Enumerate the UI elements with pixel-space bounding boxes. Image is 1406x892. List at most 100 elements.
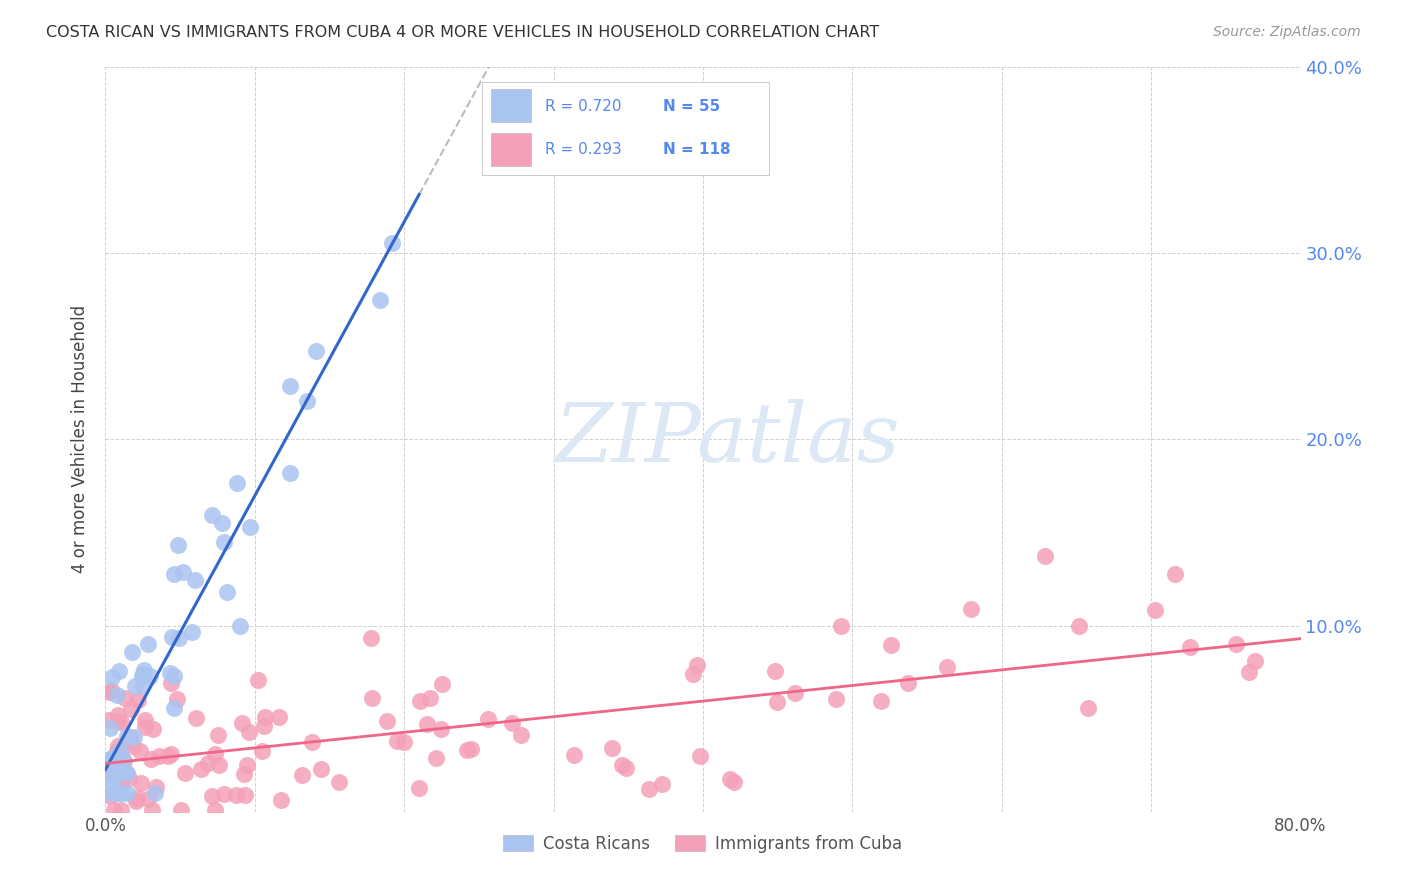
Point xyxy=(375,714,398,728)
Point xyxy=(270,792,292,806)
Point xyxy=(1067,619,1090,633)
Point xyxy=(98,721,121,735)
Point xyxy=(98,685,121,699)
Point xyxy=(1178,640,1201,654)
Point xyxy=(305,343,328,358)
Point xyxy=(825,692,848,706)
Point xyxy=(105,760,128,774)
Point xyxy=(211,516,233,530)
Point xyxy=(136,637,159,651)
Point xyxy=(238,724,260,739)
Point xyxy=(247,673,270,687)
Point xyxy=(419,691,441,706)
Point xyxy=(408,780,430,795)
Point xyxy=(897,676,920,690)
Point xyxy=(1144,603,1167,617)
Point xyxy=(108,753,131,767)
Point xyxy=(184,573,207,587)
Point xyxy=(301,735,323,749)
Point xyxy=(181,625,204,640)
Point xyxy=(1164,567,1187,582)
Point xyxy=(122,730,145,744)
Point xyxy=(430,677,453,691)
Point xyxy=(145,780,167,794)
Point xyxy=(115,786,138,800)
Point xyxy=(122,739,145,753)
Point xyxy=(124,680,146,694)
Point xyxy=(118,771,141,785)
Point xyxy=(143,786,166,800)
Point xyxy=(226,476,249,491)
Point xyxy=(880,638,903,652)
Point xyxy=(229,618,252,632)
Point xyxy=(250,744,273,758)
Point xyxy=(360,631,382,645)
Point xyxy=(936,660,959,674)
Point xyxy=(112,752,135,766)
Point xyxy=(682,667,704,681)
Point xyxy=(107,739,129,753)
Point xyxy=(96,754,118,768)
Point xyxy=(167,538,190,552)
Point xyxy=(328,774,350,789)
Point xyxy=(610,758,633,772)
Point xyxy=(114,691,136,706)
Point xyxy=(107,708,129,723)
Point xyxy=(107,744,129,758)
Point xyxy=(1077,701,1099,715)
Text: Source: ZipAtlas.com: Source: ZipAtlas.com xyxy=(1213,25,1361,39)
Point xyxy=(139,669,162,683)
Point xyxy=(291,768,314,782)
Point xyxy=(96,786,118,800)
Point xyxy=(115,766,138,780)
Point xyxy=(167,631,190,645)
Point xyxy=(614,761,637,775)
Point xyxy=(134,720,156,734)
Point xyxy=(309,762,332,776)
Point xyxy=(131,666,153,681)
Point xyxy=(394,735,416,749)
Point xyxy=(110,803,132,817)
Point xyxy=(197,756,219,771)
Point xyxy=(139,752,162,766)
Point xyxy=(134,663,156,677)
Point xyxy=(425,751,447,765)
Point xyxy=(1225,638,1247,652)
Point xyxy=(184,711,207,725)
Point xyxy=(208,758,231,772)
Point xyxy=(138,791,160,805)
Point xyxy=(870,694,893,708)
Point xyxy=(720,772,742,786)
Point xyxy=(456,743,478,757)
Point xyxy=(600,740,623,755)
Point xyxy=(1243,654,1265,668)
Point xyxy=(141,803,163,817)
Point xyxy=(278,379,301,393)
Point xyxy=(651,777,673,791)
Point xyxy=(201,789,224,803)
Point xyxy=(235,758,257,772)
Point xyxy=(160,747,183,761)
Point xyxy=(783,685,806,699)
Point xyxy=(830,618,852,632)
Point xyxy=(120,730,142,744)
Point xyxy=(239,519,262,533)
Point xyxy=(129,744,152,758)
Point xyxy=(110,780,132,794)
Point xyxy=(159,666,181,681)
Point xyxy=(103,803,125,817)
Point xyxy=(409,694,432,708)
Text: ZIPatlas: ZIPatlas xyxy=(554,400,900,479)
Point xyxy=(101,765,124,780)
Point xyxy=(108,786,131,800)
Point xyxy=(562,747,585,762)
Point xyxy=(415,716,437,731)
Point xyxy=(103,776,125,790)
Point xyxy=(361,690,384,705)
Point xyxy=(252,718,274,732)
Point xyxy=(111,786,134,800)
Point xyxy=(204,747,226,761)
Point xyxy=(278,466,301,480)
Point xyxy=(114,765,136,780)
Point xyxy=(225,789,247,803)
